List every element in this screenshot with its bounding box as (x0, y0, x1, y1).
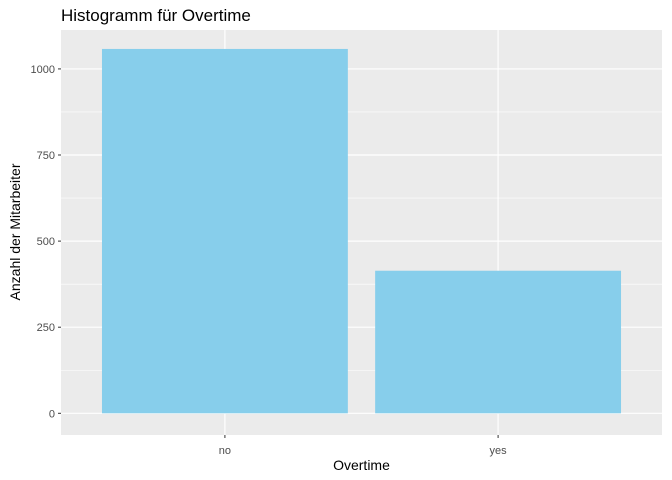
y-tick-label: 500 (37, 236, 55, 248)
x-tick-label: yes (490, 445, 508, 457)
bars (101, 48, 622, 414)
axes: 0 250 500 750 1000 no yes (31, 64, 508, 457)
chart-title: Histogramm für Overtime (61, 6, 251, 25)
bar-no (101, 48, 348, 414)
y-tick-label: 1000 (31, 64, 55, 76)
y-tick-label: 750 (37, 150, 55, 162)
y-axis-title: Anzahl der Mitarbeiter (7, 163, 23, 300)
y-tick-label: 0 (49, 408, 55, 420)
x-tick-label: no (219, 445, 231, 457)
bar-yes (375, 270, 622, 414)
y-tick-label: 250 (37, 322, 55, 334)
x-axis-title: Overtime (333, 457, 390, 473)
